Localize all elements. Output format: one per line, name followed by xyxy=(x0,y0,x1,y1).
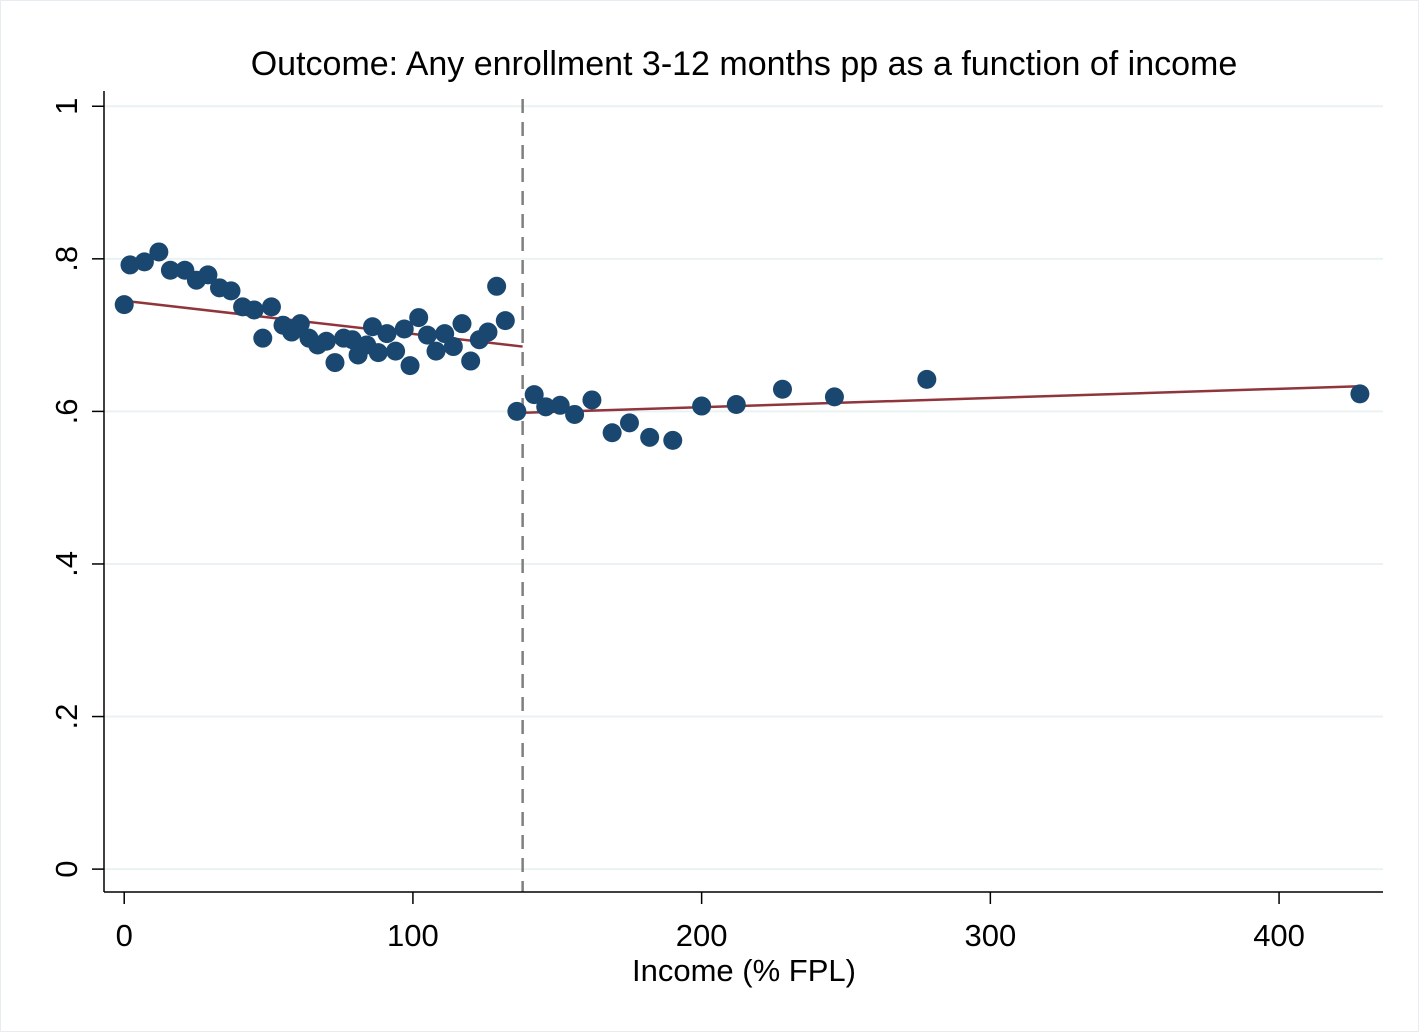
data-point xyxy=(692,396,712,416)
data-point xyxy=(244,300,264,320)
data-point xyxy=(149,242,169,262)
data-point xyxy=(409,308,429,328)
y-tick-label: .2 xyxy=(49,704,84,730)
data-point xyxy=(120,255,140,275)
chart-title: Outcome: Any enrollment 3-12 months pp a… xyxy=(251,45,1238,83)
data-point xyxy=(342,330,362,350)
data-point xyxy=(160,260,180,280)
data-point xyxy=(316,331,336,351)
data-point xyxy=(443,337,463,357)
x-tick-label: 300 xyxy=(964,918,1016,953)
data-point xyxy=(261,297,281,317)
y-tick-label: .4 xyxy=(49,551,84,577)
axes xyxy=(103,91,1383,893)
data-point xyxy=(417,325,437,345)
y-tick-label: .8 xyxy=(49,246,84,272)
data-point xyxy=(452,314,472,334)
data-point xyxy=(363,317,382,337)
data-point xyxy=(524,385,544,405)
fit-lines xyxy=(124,299,1360,415)
data-point xyxy=(134,252,154,272)
y-tick-label: 0 xyxy=(49,860,84,877)
x-tick-label: 100 xyxy=(387,918,439,953)
data-point xyxy=(726,395,746,415)
x-tick-label: 0 xyxy=(116,918,133,953)
data-point xyxy=(582,390,602,410)
data-point xyxy=(461,351,481,371)
fit-line-2 xyxy=(519,384,1360,415)
data-point xyxy=(495,311,515,331)
data-point xyxy=(426,341,446,361)
data-point xyxy=(487,276,507,296)
x-ticks: 0 100 200 300 400 xyxy=(116,892,1305,953)
x-tick-label: 200 xyxy=(676,918,728,953)
x-tick-label: 400 xyxy=(1253,918,1305,953)
data-point xyxy=(640,427,660,447)
grid-lines xyxy=(104,105,1383,871)
data-point xyxy=(253,328,273,348)
data-point xyxy=(917,369,937,389)
data-point xyxy=(824,387,844,407)
data-point xyxy=(772,379,792,399)
data-point xyxy=(325,353,345,373)
data-point xyxy=(663,430,683,450)
data-points xyxy=(114,242,1370,450)
data-point xyxy=(507,401,527,421)
data-point xyxy=(198,265,218,285)
y-ticks: 0 .2 .4 .6 .8 1 xyxy=(49,98,104,878)
data-point xyxy=(290,314,310,334)
y-tick-label: 1 xyxy=(49,98,84,115)
data-point xyxy=(377,324,397,344)
data-point xyxy=(114,295,134,315)
data-point xyxy=(619,413,639,433)
y-tick-label: .6 xyxy=(49,398,84,424)
data-point xyxy=(394,319,414,339)
data-point xyxy=(550,395,570,415)
data-point xyxy=(602,423,622,443)
data-point xyxy=(368,343,388,363)
x-axis-title: Income (% FPL) xyxy=(632,953,856,988)
data-point xyxy=(1350,384,1370,404)
data-point xyxy=(400,356,420,376)
data-point xyxy=(565,404,585,424)
data-point xyxy=(386,341,406,361)
data-point xyxy=(478,322,498,342)
data-point xyxy=(221,281,241,301)
data-point xyxy=(536,397,556,417)
